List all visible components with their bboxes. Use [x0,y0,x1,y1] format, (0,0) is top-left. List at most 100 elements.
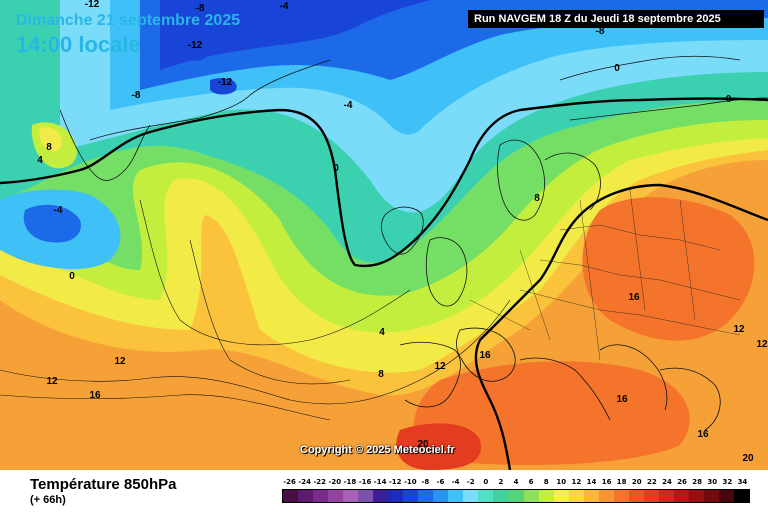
legend-swatch [328,490,344,502]
legend-swatch [493,490,509,502]
copyright-notice: Copyright © 2025 Meteociel.fr [300,444,455,456]
isotherm-labels: -12 -8 -4 -12 -12 -8 -8 -4 0 -0 8 4 -4 0… [37,0,768,464]
legend-swatch [343,490,359,502]
isotherm-label: 12 [733,324,745,335]
legend-swatch [313,490,329,502]
isotherm-label: -4 [54,205,63,216]
legend-swatch [298,490,314,502]
legend-tick-label: 2 [498,478,504,486]
warm-core-sw [396,423,481,470]
legend-swatch [688,490,704,502]
legend-swatch [418,490,434,502]
greenland-warm-patch-inner [39,127,63,152]
legend-swatch [658,490,674,502]
legend-tick-label: -16 [358,478,372,486]
legend-tick-label: 4 [513,478,519,486]
legend-swatch [733,490,749,502]
legend-tick-label: 8 [543,478,549,486]
isotherm-label: 16 [89,390,101,401]
isotherm-label: 12 [114,356,126,367]
legend-tick-label: 32 [722,478,733,486]
legend-swatch [478,490,494,502]
legend-tick-label: -18 [343,478,357,486]
isotherm-label: -12 [188,40,203,51]
isotherm-label: -8 [596,26,605,37]
legend-swatch [718,490,734,502]
temperature-map: -12 -8 -4 -12 -12 -8 -8 -4 0 -0 8 4 -4 0… [0,0,768,470]
legend-tick-label: -4 [451,478,460,486]
isotherm-label: 16 [697,429,709,440]
isotherm-label: 8 [378,369,384,380]
parameter-title: Température 850hPa [30,476,177,493]
legend-swatch [358,490,374,502]
isotherm-label: -8 [196,3,205,14]
isotherm-16 [474,183,768,470]
legend-swatch [613,490,629,502]
legend-tick-label: 18 [616,478,627,486]
legend-labels: -26 -24 -22 -20 -18 -16 -14 -12 -10 -8 -6 -4 -2 0 2 4 6 8… [282,478,750,488]
legend-tick-label: 24 [662,478,672,486]
legend-tick-label: -22 [313,478,327,486]
isotherm-label: 0 [614,63,620,74]
legend-tick-label: 12 [571,478,582,486]
isotherms-thin [0,199,511,421]
legend-tick-label: 20 [631,478,642,486]
isotherm-label: -4 [344,100,353,111]
legend-tick-label: -14 [373,478,387,486]
legend-tick-label: 28 [692,478,703,486]
legend-swatch [553,490,569,502]
isotherm-label: 8 [46,142,52,153]
legend-swatch [463,490,479,502]
arctic-island-2 [210,78,237,95]
legend-swatch [283,490,299,502]
isotherm-label: 16 [616,394,628,405]
legend-swatch [538,490,554,502]
legend-tick-label: 34 [737,478,748,486]
legend-swatch [583,490,599,502]
legend-tick-label: -10 [403,478,417,486]
isotherm-label: 8 [534,193,540,204]
legend-tick-label: 6 [528,478,534,486]
forecast-time: 14:00 locale [16,32,141,57]
legend-tick-label: 22 [646,478,657,486]
arctic-island-1 [180,43,209,61]
legend-tick-label: -6 [436,478,445,486]
legend-tick-label: -2 [466,478,475,486]
isotherm-label: -4 [280,1,289,12]
isotherm-label: 4 [379,327,385,338]
legend-tick-label: -26 [283,478,296,486]
legend-tick-label: 26 [677,478,687,486]
isotherm-label: 16 [628,292,640,303]
legend-swatch [568,490,584,502]
legend-tick-label: 16 [601,478,612,486]
isotherm-label: -8 [132,90,141,101]
cold-core-greenland-inner [23,204,81,243]
color-legend: -26 -24 -22 -20 -18 -16 -14 -12 -10 -8 -6 -4 -2 0 2 4 6 8… [282,478,750,508]
legend-swatch [643,490,659,502]
legend-swatch [508,490,524,502]
legend-tick-label: -20 [328,478,342,486]
coastlines [59,55,768,431]
isotherm-label: 12 [434,361,446,372]
isotherm-label: 0 [69,271,75,282]
legend-swatch [388,490,404,502]
forecast-date: Dimanche 21 septembre 2025 [16,12,241,29]
isotherm-label: 0 [333,163,339,174]
isotherm-label: 12 [756,339,768,350]
legend-swatch [628,490,644,502]
legend-swatch [403,490,419,502]
legend-swatch [598,490,614,502]
legend-swatch [373,490,389,502]
isotherm-label: 4 [37,155,43,166]
isotherm-label: 20 [742,453,754,464]
footer: Température 850hPa (+ 66h) -26 -24 -22 -20-… [0,470,768,512]
isotherm-label: -12 [85,0,100,10]
legend-tick-label: -12 [388,478,402,486]
isotherm-label: 16 [479,350,491,361]
isotherm-label: -0 [723,94,732,105]
band-minus16 [160,0,430,70]
legend-tick-label: 14 [586,478,597,486]
isotherm-label: -12 [218,77,233,88]
legend-tick-label: -24 [298,478,311,486]
legend-swatch [523,490,539,502]
